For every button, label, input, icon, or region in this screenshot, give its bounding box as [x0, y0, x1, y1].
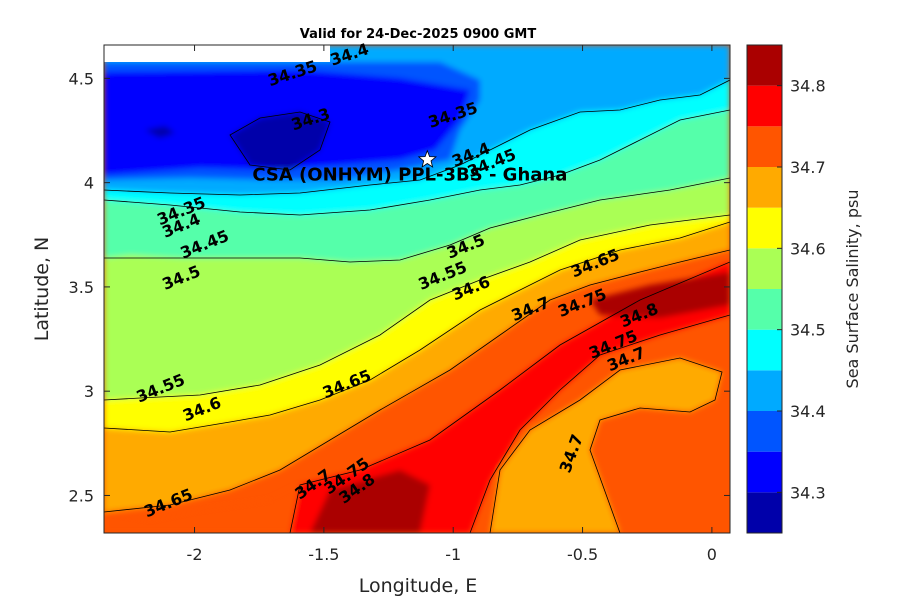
contour-line [229, 111, 331, 171]
contour-lines [104, 79, 730, 533]
colorbar-label: Sea Surface Salinity, psu [843, 190, 862, 389]
colorbar-segment [747, 167, 782, 208]
colorbar-tick-label: 34.5 [790, 321, 826, 340]
colorbar-segment [747, 492, 782, 533]
site-star-icon [417, 149, 437, 168]
band-34.8-east [590, 272, 730, 318]
y-tick-label: 4.5 [69, 69, 94, 88]
contour-line [489, 357, 723, 533]
colorbar-segment [747, 329, 782, 371]
y-tick-label: 3.5 [69, 278, 94, 297]
contour-field [104, 45, 730, 533]
contour-line [289, 261, 730, 533]
y-tick-label: 4 [84, 174, 94, 193]
x-tick-label: -1 [445, 545, 461, 564]
x-tick-label: 0 [707, 545, 717, 564]
colorbar-tick-label: 34.4 [790, 402, 826, 421]
colorbar: 34.3 34.4 34.5 34.6 34.7 34.8 [746, 44, 826, 534]
chart-title: Valid for 24-Dec-2025 0900 GMT [300, 27, 537, 42]
band-34.7-east [490, 358, 722, 533]
no-data-region [104, 45, 330, 62]
colorbar-tick-label: 34.7 [790, 158, 826, 177]
colorbar-tick-label: 34.6 [790, 239, 826, 258]
contour-line [104, 249, 730, 513]
colorbar-tick-label: 34.3 [790, 483, 826, 502]
x-tick-label: -0.5 [567, 545, 598, 564]
site-label: CSA (ONHYM) PPL-3BS - Ghana [252, 165, 567, 186]
contour-line [104, 109, 730, 216]
x-tick-label: -2 [187, 545, 203, 564]
colorbar-segment [747, 370, 782, 411]
colorbar-segment [747, 126, 782, 167]
y-axis: 2.5 3 3.5 4 4.5 [69, 69, 730, 505]
contour-line [104, 79, 730, 196]
plot-frame [103, 44, 731, 534]
x-axis: -2 -1.5 -1 -0.5 0 [187, 45, 717, 564]
colorbar-segment [747, 85, 782, 127]
colorbar-frame [746, 44, 783, 534]
y-axis-label: Latitude, N [31, 237, 53, 342]
contour-line [104, 177, 730, 263]
band-34.25-small [145, 126, 175, 138]
band-34.7-west [104, 485, 300, 533]
band-34.75 [290, 262, 730, 533]
colorbar-segment [747, 289, 782, 330]
contour-line [104, 214, 730, 401]
contour-line [469, 314, 730, 533]
colorbar-tick-label: 34.8 [790, 77, 826, 96]
site-marker-group: CSA (ONHYM) PPL-3BS - Ghana [252, 149, 567, 186]
band-34.25 [230, 112, 330, 170]
colorbar-segment [747, 207, 782, 249]
x-tick-label: -1.5 [308, 545, 339, 564]
colorbar-segment [747, 45, 782, 86]
contour-line [104, 221, 730, 433]
band-34.8 [310, 470, 430, 533]
colorbar-segment [747, 248, 782, 289]
y-tick-label: 2.5 [69, 486, 94, 505]
colorbar-segment [747, 451, 782, 493]
x-axis-label: Longitude, E [359, 575, 478, 597]
y-tick-label: 3 [84, 382, 94, 401]
colorbar-segment [747, 411, 782, 452]
